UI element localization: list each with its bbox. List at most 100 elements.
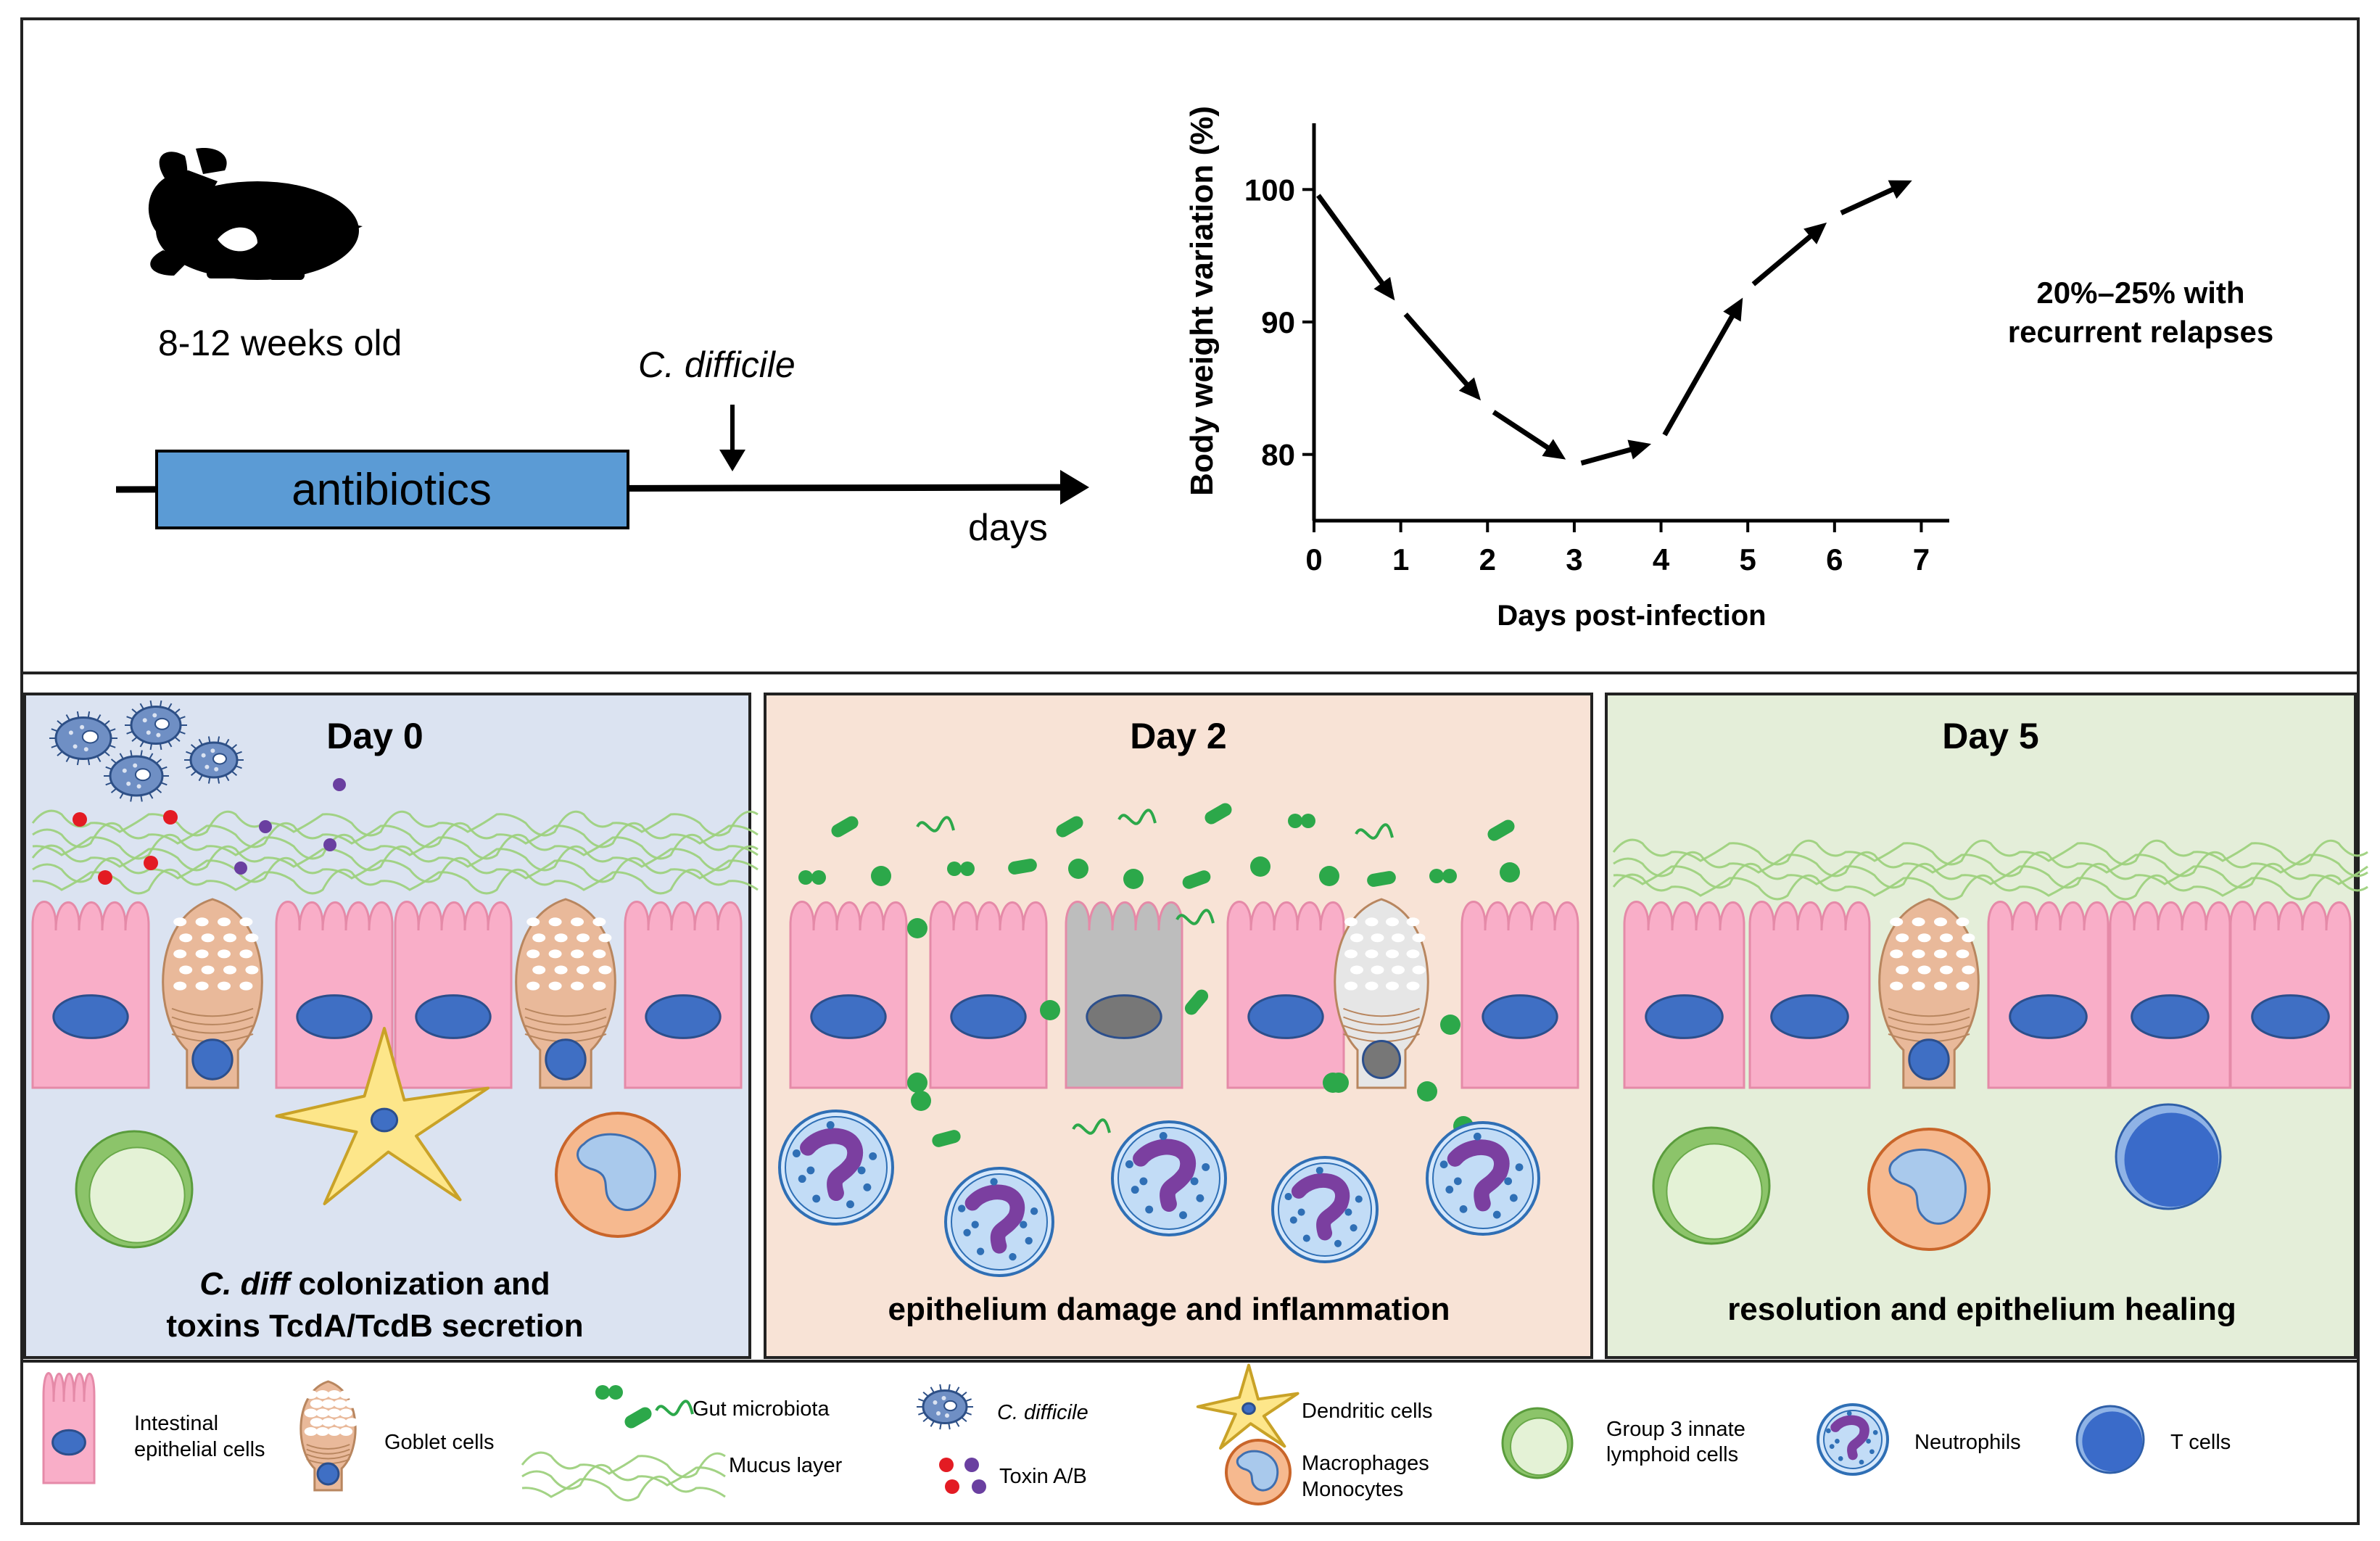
day2-gut-microbe (1329, 1073, 1349, 1093)
chart-series-segment (1403, 312, 1473, 390)
day2-gut-microbe (831, 816, 859, 838)
day0-toxin-a (73, 812, 87, 827)
day0-epithelial-cell (275, 901, 394, 1089)
panel-day2-title: Day 2 (1130, 716, 1226, 756)
day2-gut-microbe (1123, 869, 1144, 889)
day0-epithelial-cell (394, 901, 513, 1089)
chart-x-tick-label: 3 (1566, 542, 1582, 577)
day5-macrophage (1867, 1128, 1991, 1251)
panel-day0-caption-line2: toxins TcdA/TcdB secretion (166, 1308, 583, 1344)
day5-t-cell (2115, 1103, 2222, 1210)
panel-day0-title: Day 0 (326, 716, 423, 756)
legend-tcell-icon (2075, 1405, 2145, 1474)
day5-epithelial-cell (1623, 901, 1745, 1089)
legend-macrophage-icon (1225, 1439, 1292, 1505)
chart-y-tick-label: 100 (1244, 173, 1295, 207)
legend-toxin-a-icon (945, 1479, 959, 1494)
day0-toxin-b (234, 862, 247, 875)
antibiotics-label: antibiotics (292, 465, 492, 515)
chart-x-tick-label: 2 (1479, 542, 1496, 577)
day2-gut-microbe (916, 816, 955, 833)
day2-gut-microbe (1117, 809, 1157, 825)
caption-italic: C. diff (199, 1266, 292, 1302)
day2-gut-microbe (911, 1091, 931, 1111)
day2-gut-microbe (1429, 869, 1457, 883)
day0-toxin-b (323, 838, 336, 851)
day5-ilc3-cell (1652, 1126, 1771, 1245)
day2-gut-microbe (1008, 859, 1037, 875)
chart-series-segment (1580, 445, 1637, 466)
legend-toxin-b-icon (964, 1458, 979, 1472)
mouse-ear-highlight (218, 227, 257, 252)
day5-epithelial-cell (1987, 901, 2110, 1089)
day0-c-difficile (49, 711, 117, 766)
legend-microbiota-icon (595, 1385, 623, 1400)
day5-epithelial-cell (1748, 901, 1871, 1089)
chart-y-tick-label: 90 (1261, 305, 1295, 339)
day2-damaged-epithelial-cell (1065, 901, 1183, 1089)
legend-neutrophil-icon (1817, 1403, 1889, 1476)
legend-goblet-icon (299, 1380, 359, 1492)
day2-gut-microbe (907, 918, 927, 938)
chart-x-tick-label: 1 (1392, 542, 1409, 577)
day2-gut-microbe (1250, 856, 1270, 877)
legend-ilc3-line2: lymphoid cells (1606, 1443, 1738, 1466)
chart-point-arrow (1803, 222, 1827, 244)
legend-toxin-b-icon (972, 1479, 986, 1494)
day2-gut-microbe (798, 870, 826, 885)
day0-c-difficile (125, 700, 187, 751)
chart-point-arrow (1458, 377, 1482, 401)
legend-dendritic: Dendritic cells (1302, 1400, 1433, 1423)
day0-goblet-cell (162, 898, 263, 1089)
day2-gut-microbe (932, 1130, 961, 1147)
mouse-icon (148, 148, 363, 280)
chart-x-tick-label: 7 (1913, 542, 1930, 577)
chart-x-tick-label: 6 (1826, 542, 1843, 577)
day0-epithelial-cell (624, 901, 743, 1089)
timeline-arrowhead (1060, 470, 1089, 505)
panel-day2-caption: epithelium damage and inflammation (888, 1292, 1450, 1327)
day2-neutrophil (1271, 1156, 1379, 1263)
legend-tcells: T cells (2170, 1431, 2231, 1454)
chart-point-arrow (1542, 439, 1566, 460)
legend-microbiota-icon (624, 1407, 652, 1429)
day2-gut-microbe (1184, 989, 1209, 1015)
chart-series-segment (1840, 184, 1899, 215)
day2-gut-microbe (1417, 1081, 1437, 1102)
relapse-note-line2: recurrent relapses (2008, 315, 2274, 349)
panel-day5-caption: resolution and epithelium healing (1727, 1292, 2236, 1327)
day5-epithelial-cell (2109, 901, 2231, 1089)
legend-cdiff: C. difficile (997, 1401, 1088, 1424)
chart-series-segment (1316, 194, 1388, 289)
chart-x-tick-label: 0 (1305, 542, 1322, 577)
day2-gut-microbe (1072, 1118, 1111, 1135)
days-label: days (968, 507, 1048, 549)
day2-gut-microbe (1175, 909, 1215, 925)
chart-xlabel: Days post-infection (1497, 600, 1766, 632)
day2-gut-microbe (1487, 819, 1515, 841)
legend-ilc3-icon (1501, 1407, 1574, 1479)
day2-gut-microbe (1205, 803, 1232, 825)
day0-dendritic-cell (275, 1027, 489, 1205)
day2-gut-microbe (1056, 816, 1083, 838)
legend-toxin-a-icon (939, 1458, 954, 1472)
day2-gut-microbe (1182, 870, 1211, 889)
day2-neutrophil (944, 1167, 1054, 1277)
day2-neutrophil (778, 1110, 894, 1226)
day5-epithelial-cell (2229, 901, 2352, 1089)
caption-rest: colonization and (289, 1266, 550, 1302)
chart-ylabel: Body weight variation (%) (1184, 106, 1220, 496)
day2-neutrophil (1111, 1120, 1227, 1236)
day2-gut-microbe (1068, 859, 1088, 879)
day2-epithelial-cell (1460, 901, 1579, 1089)
day5-mucus-layer (1612, 838, 2368, 901)
day0-goblet-cell (515, 898, 616, 1089)
day0-epithelial-cell (31, 901, 150, 1089)
legend-epithelial-line1: Intestinal (134, 1412, 218, 1435)
legend-goblet: Goblet cells (384, 1431, 495, 1454)
day0-toxin-a (144, 856, 158, 870)
day2-gut-microbe (1319, 866, 1339, 886)
day0-c-difficile (104, 750, 169, 802)
chart-point-arrow (1723, 297, 1743, 322)
